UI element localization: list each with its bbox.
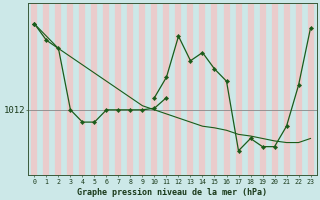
X-axis label: Graphe pression niveau de la mer (hPa): Graphe pression niveau de la mer (hPa) bbox=[77, 188, 268, 197]
